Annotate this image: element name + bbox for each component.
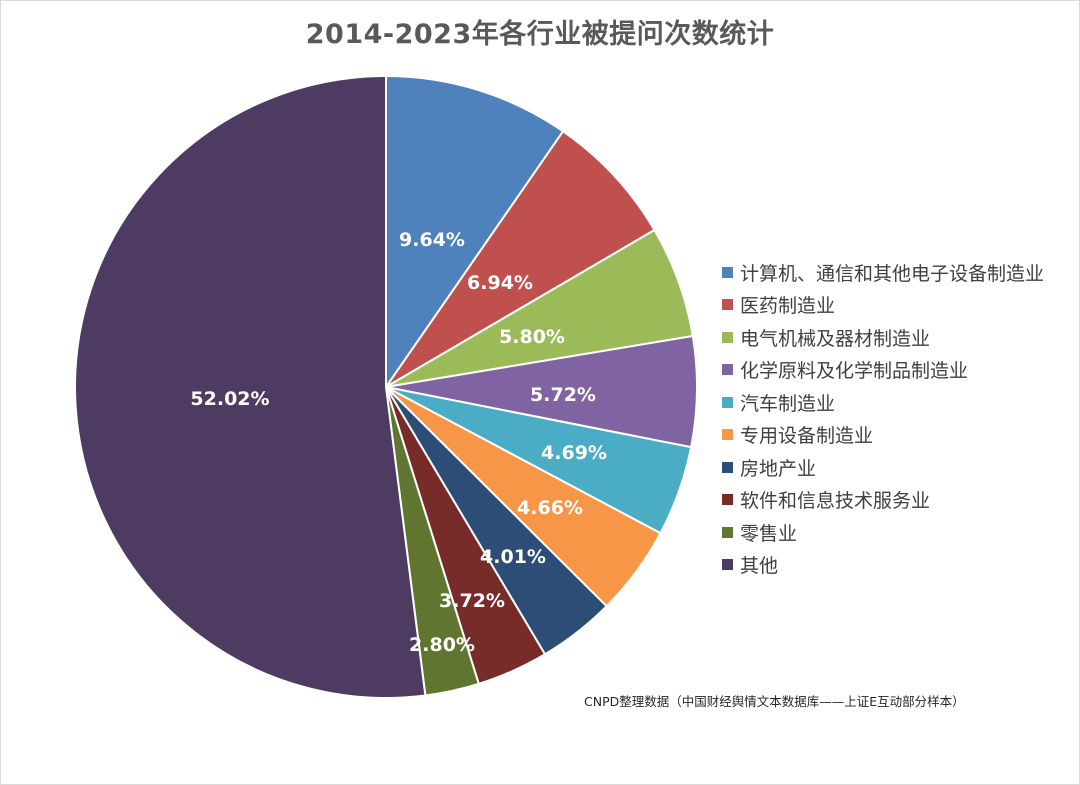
legend-swatch	[722, 396, 733, 408]
slice-label-8: 3.72%	[439, 590, 505, 612]
legend-swatch	[722, 266, 733, 278]
slice-label-1: 9.64%	[399, 229, 465, 251]
legend-item-7: 房地产业	[722, 451, 1044, 484]
legend-swatch	[722, 429, 733, 441]
legend-label: 专用设备制造业	[740, 425, 874, 448]
legend-swatch	[722, 526, 733, 538]
legend-label: 房地产业	[740, 457, 817, 480]
slice-label-7: 4.01%	[480, 546, 546, 568]
pie-slice-2	[385, 129, 656, 388]
slice-label-3: 5.80%	[499, 326, 565, 348]
legend-swatch	[722, 461, 733, 473]
legend-item-10: 其他	[722, 549, 1044, 582]
slice-label-4: 5.72%	[530, 384, 596, 406]
legend-label: 化学原料及化学制品制造业	[740, 360, 969, 383]
legend-label: 医药制造业	[740, 295, 836, 318]
legend-label: 计算机、通信和其他电子设备制造业	[740, 262, 1045, 285]
slice-label-6: 4.66%	[517, 497, 583, 519]
legend-swatch	[722, 494, 733, 506]
legend-swatch	[722, 364, 733, 376]
chart-legend: 计算机、通信和其他电子设备制造业 医药制造业电气机械及器材制造业化学原料及化学制品…	[722, 256, 1044, 581]
legend-label: 软件和信息技术服务业	[740, 490, 931, 513]
legend-label: 零售业	[740, 522, 798, 545]
legend-label: 其他	[740, 555, 779, 578]
chart-title: 2014-2023年各行业被提问次数统计	[305, 19, 775, 50]
slice-label-2: 6.94%	[467, 272, 533, 294]
pie-slice-10	[74, 74, 427, 699]
legend-swatch	[722, 299, 733, 311]
legend-swatch	[722, 559, 733, 571]
legend-item-9: 零售业	[722, 516, 1044, 549]
legend-item-4: 化学原料及化学制品制造业	[722, 354, 1044, 387]
slice-label-9: 2.80%	[409, 634, 475, 656]
legend-item-5: 汽车制造业	[722, 386, 1044, 419]
legend-item-8: 软件和信息技术服务业	[722, 484, 1044, 517]
legend-swatch	[722, 331, 733, 343]
legend-item-2: 医药制造业	[722, 289, 1044, 322]
legend-item-6: 专用设备制造业	[722, 419, 1044, 452]
legend-label: 汽车制造业	[740, 392, 836, 415]
legend-item-1: 计算机、通信和其他电子设备制造业	[722, 256, 1044, 289]
slice-label-5: 4.69%	[541, 442, 607, 464]
legend-label: 电气机械及器材制造业	[740, 327, 931, 350]
source-note: CNPD整理数据（中国财经舆情文本数据库——上证E互动部分样本）	[584, 694, 965, 709]
pie-slice-1	[385, 74, 565, 391]
legend-item-3: 电气机械及器材制造业	[722, 321, 1044, 354]
slice-label-10: 52.02%	[190, 388, 269, 410]
